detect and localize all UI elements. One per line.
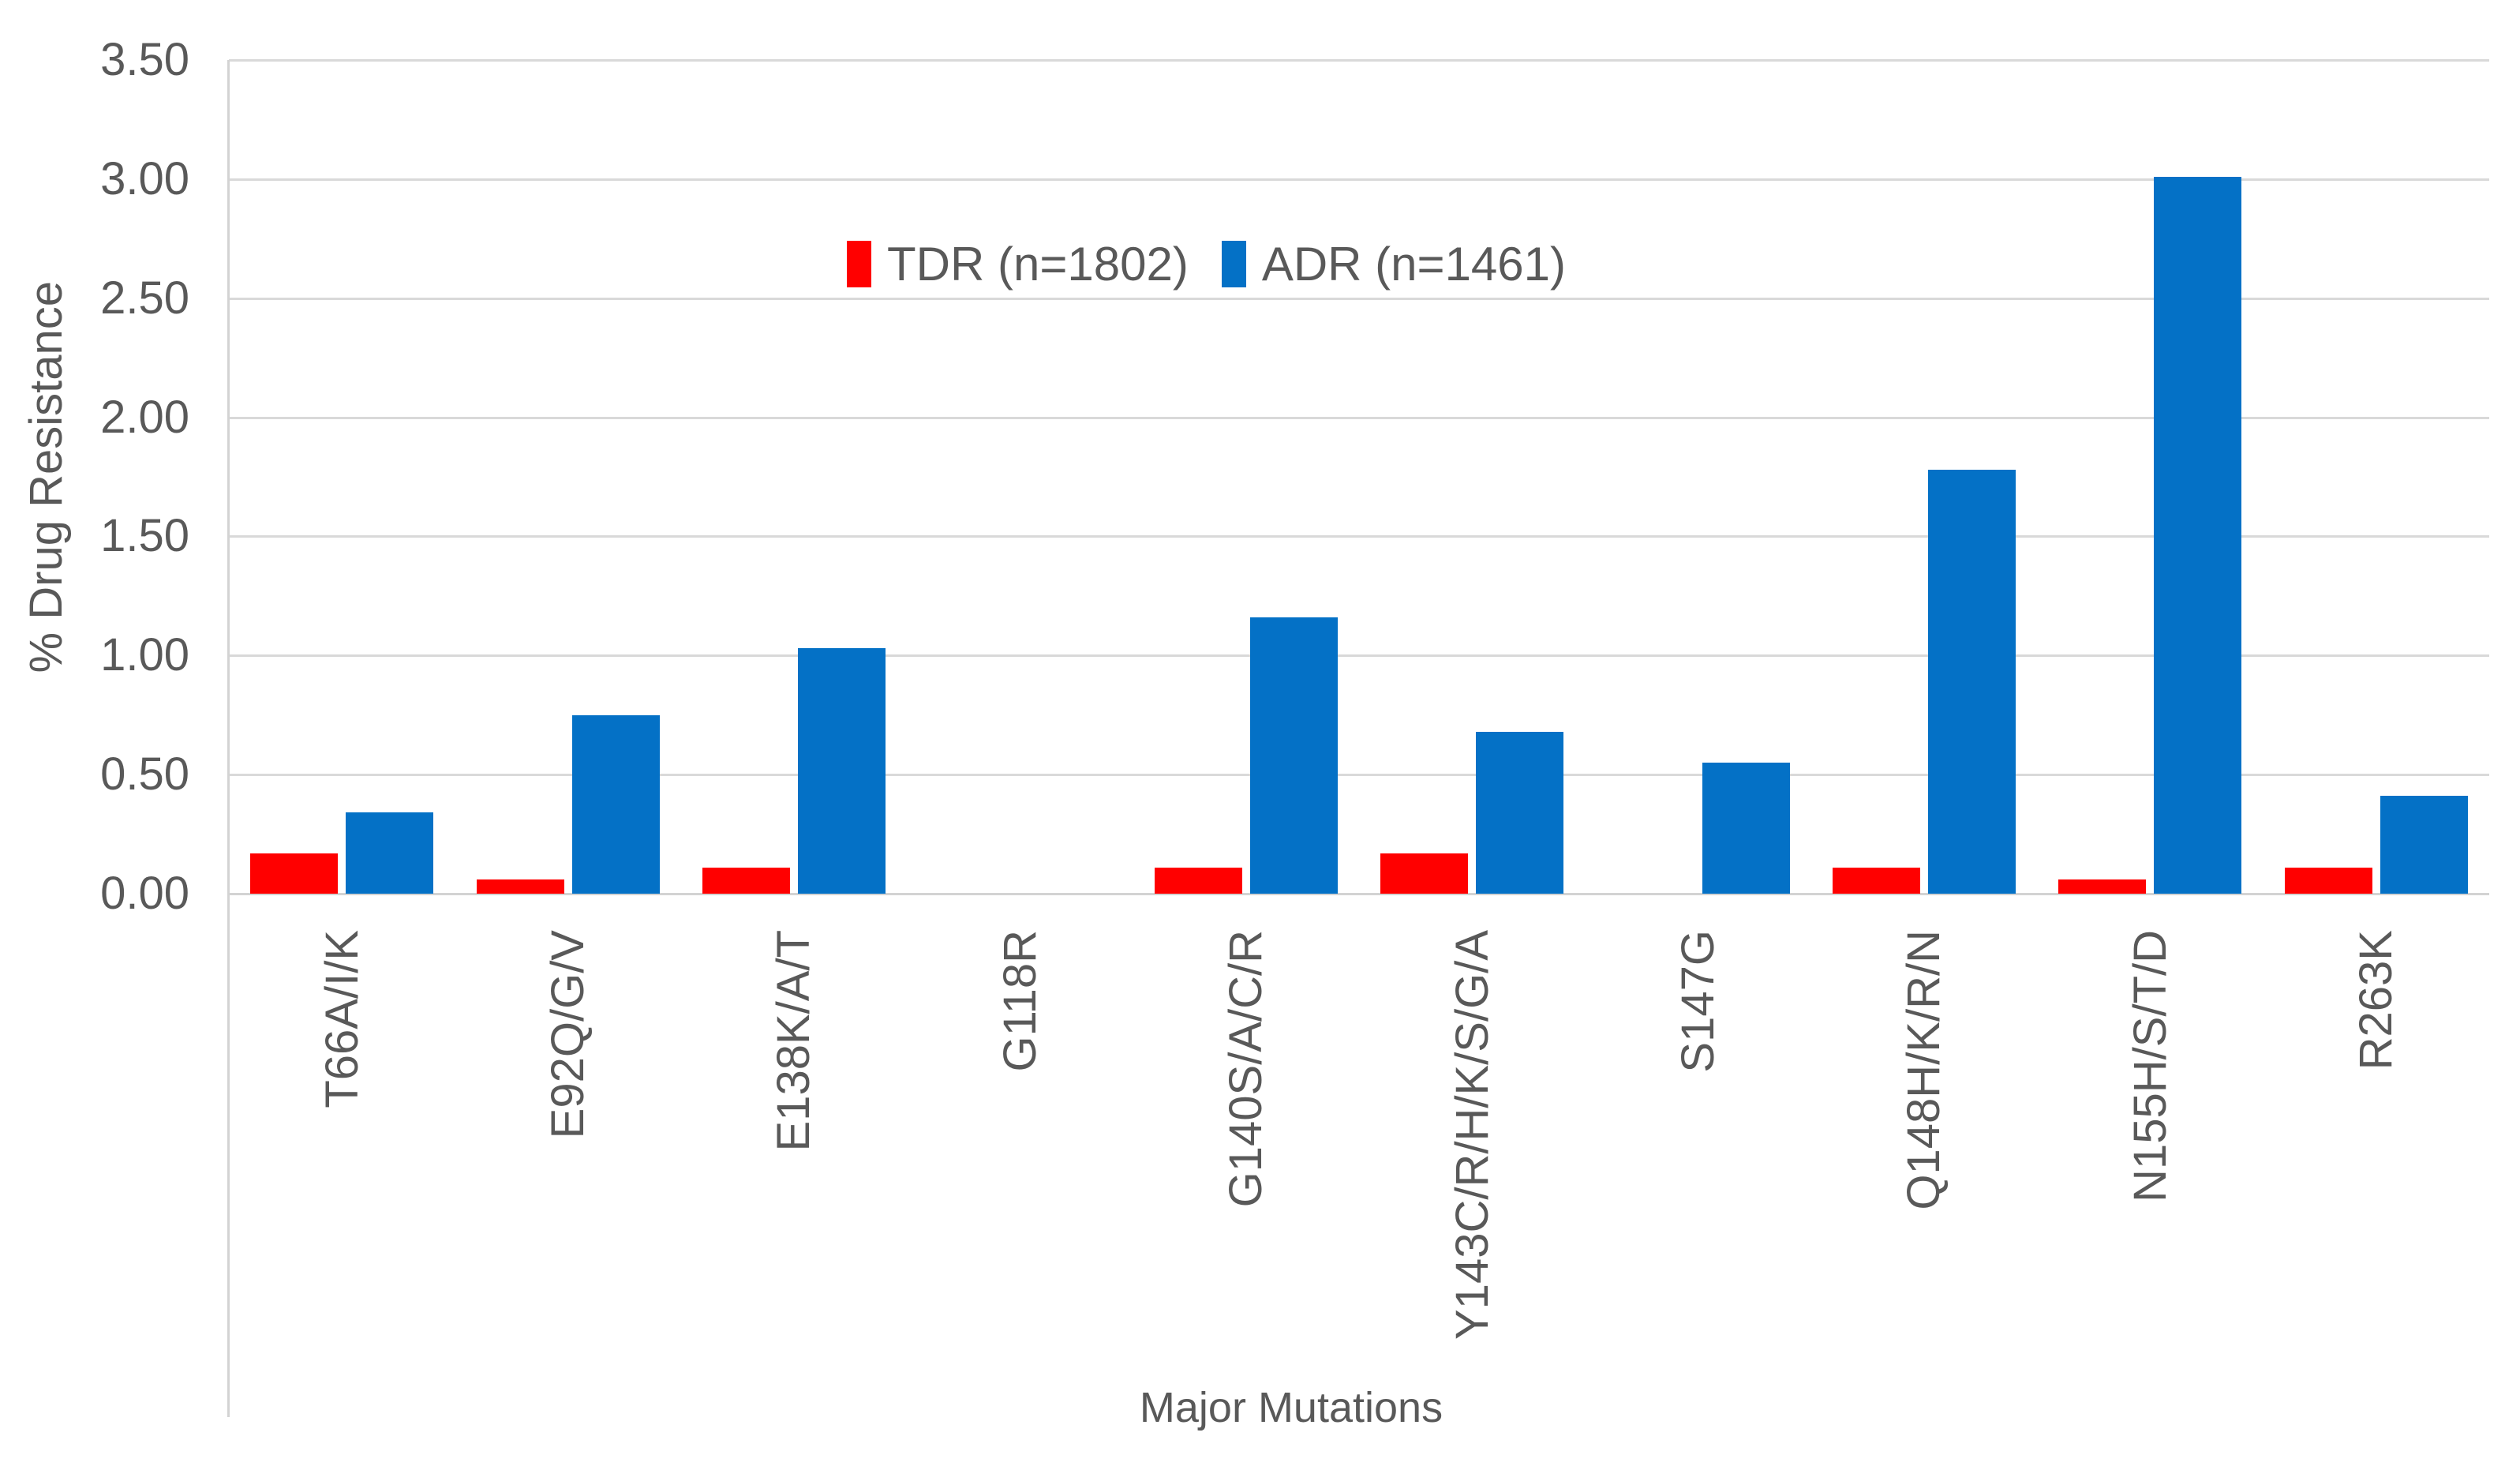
legend-item-adr: ADR (n=1461) xyxy=(1221,237,1567,291)
adr-bar xyxy=(1702,763,1790,894)
x-category-label: T66A/I/K xyxy=(316,930,368,1108)
tdr-bar xyxy=(250,853,338,894)
gridline xyxy=(229,59,2489,62)
category-cell: N155H/S/T/D xyxy=(2037,908,2263,1417)
y-tick-label: 3.00 xyxy=(100,152,189,204)
gridline xyxy=(229,297,2489,300)
y-tick-label: 1.50 xyxy=(100,510,189,562)
y-axis-line xyxy=(227,60,230,1417)
legend: TDR (n=1802) ADR (n=1461) xyxy=(847,237,1566,291)
gridline xyxy=(229,178,2489,181)
adr-bar xyxy=(798,648,886,894)
adr-bar xyxy=(572,715,660,894)
legend-label-adr: ADR (n=1461) xyxy=(1261,238,1567,291)
x-category-label: E92Q/G/V xyxy=(542,930,594,1139)
gridline xyxy=(229,774,2489,777)
y-tick-label: 2.00 xyxy=(100,391,189,443)
y-tick-label: 2.50 xyxy=(100,272,189,324)
category-cell: S147G xyxy=(1585,908,1810,1417)
adr-bar xyxy=(346,812,433,894)
y-tick-label: 3.50 xyxy=(100,34,189,85)
category-cell: T66A/I/K xyxy=(229,908,455,1417)
legend-item-tdr: TDR (n=1802) xyxy=(847,237,1189,291)
tdr-bar xyxy=(2058,879,2146,894)
tdr-bar xyxy=(1380,853,1468,894)
x-category-label: G118R xyxy=(994,930,1046,1072)
x-axis-title: Major Mutations xyxy=(1139,1384,1443,1431)
tdr-bar xyxy=(477,879,564,894)
y-tick-label: 1.00 xyxy=(100,629,189,681)
y-axis-title-text: % Drug Resistance xyxy=(20,280,72,673)
x-category-label: N155H/S/T/D xyxy=(2124,930,2176,1202)
gridline xyxy=(229,416,2489,419)
adr-series-swatch-icon xyxy=(1221,241,1246,287)
x-category-label: G140S/A/C/R xyxy=(1220,930,1272,1208)
tdr-bar xyxy=(2285,868,2372,894)
adr-bar xyxy=(2154,177,2241,894)
category-cell: Y143C/R/H/K/S/G/A xyxy=(1359,908,1585,1417)
x-category-label: E138K/A/T xyxy=(768,930,820,1152)
y-tick-label: 0.00 xyxy=(100,868,189,919)
y-tick-label: 0.50 xyxy=(100,748,189,801)
x-category-label: S147G xyxy=(1672,930,1724,1073)
x-axis-baseline xyxy=(229,893,2489,895)
category-cell: R263K xyxy=(2264,908,2489,1417)
gridline xyxy=(229,535,2489,538)
tdr-bar xyxy=(1833,868,1920,894)
category-cell: E92Q/G/V xyxy=(455,908,680,1417)
adr-bar xyxy=(1928,470,2016,894)
x-category-label: R263K xyxy=(2350,930,2402,1071)
category-cell: E138K/A/T xyxy=(681,908,907,1417)
tdr-series-swatch-icon xyxy=(847,241,871,287)
x-category-label: Q148H/K/R/N xyxy=(1898,930,1950,1210)
category-cell: Q148H/K/R/N xyxy=(1811,908,2037,1417)
x-category-label: Y143C/R/H/K/S/G/A xyxy=(1446,930,1498,1340)
adr-bar xyxy=(1476,732,1563,894)
tdr-bar xyxy=(702,868,790,894)
category-cell: G118R xyxy=(907,908,1133,1417)
gridline xyxy=(229,654,2489,658)
tdr-bar xyxy=(1155,868,1242,894)
adr-bar xyxy=(1250,617,1338,894)
category-cell: G140S/A/C/R xyxy=(1133,908,1359,1417)
legend-label-tdr: TDR (n=1802) xyxy=(887,238,1189,291)
adr-bar xyxy=(2380,796,2468,894)
